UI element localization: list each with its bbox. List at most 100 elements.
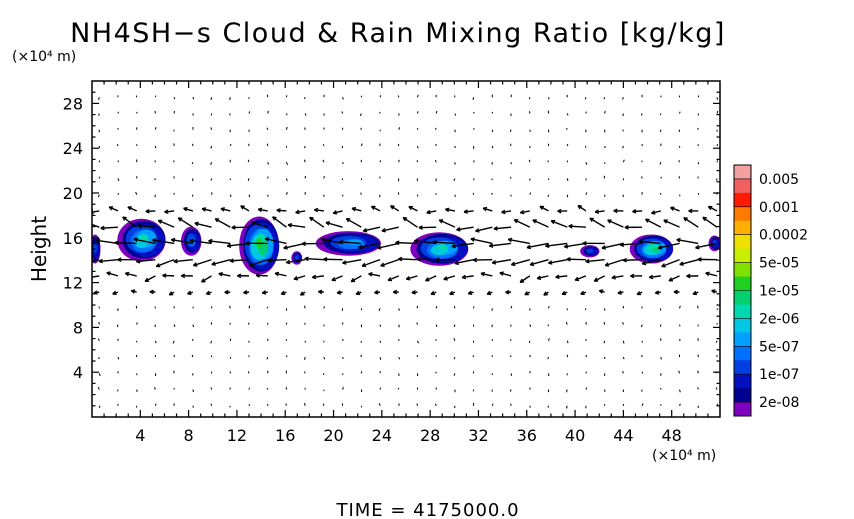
wind-vector bbox=[145, 208, 156, 214]
wind-vector bbox=[532, 219, 549, 228]
wind-vector bbox=[331, 275, 343, 282]
wind-vector bbox=[117, 160, 119, 163]
wind-vector bbox=[152, 238, 175, 245]
wind-vector bbox=[547, 160, 549, 163]
wind-vector bbox=[172, 340, 175, 344]
wind-vector bbox=[601, 242, 624, 250]
x-tick-label: 44 bbox=[613, 426, 633, 445]
wind-vector bbox=[229, 143, 232, 147]
wind-vector bbox=[149, 289, 156, 295]
wind-vector bbox=[98, 356, 100, 360]
wind-vector bbox=[229, 113, 231, 116]
wind-vector bbox=[416, 145, 419, 149]
wind-vector bbox=[416, 322, 418, 325]
wind-vector bbox=[304, 113, 307, 116]
wind-vector bbox=[509, 129, 512, 132]
axis-ticks bbox=[92, 81, 720, 417]
wind-vector bbox=[192, 258, 212, 267]
wind-vector bbox=[267, 162, 269, 165]
wind-vector bbox=[280, 290, 287, 296]
wind-vector bbox=[430, 290, 437, 296]
wind-vector bbox=[425, 275, 437, 282]
wind-vector bbox=[226, 242, 250, 248]
wind-vector bbox=[630, 273, 643, 279]
wind-vector bbox=[218, 271, 231, 277]
colorbar-label: 2e-06 bbox=[759, 311, 799, 327]
wind-vector bbox=[92, 258, 100, 263]
wind-vector bbox=[317, 289, 324, 295]
wind-vector bbox=[688, 208, 699, 214]
wind-vector bbox=[493, 226, 512, 231]
wind-vector bbox=[189, 238, 212, 245]
wind-vector bbox=[380, 258, 399, 267]
wind-vector bbox=[645, 218, 662, 228]
cloud-8 bbox=[580, 245, 600, 258]
x-tick-label: 32 bbox=[468, 426, 488, 445]
colorbar-swatch bbox=[734, 388, 751, 403]
wind-vector bbox=[98, 97, 100, 101]
wind-vector bbox=[574, 275, 587, 282]
wind-vector bbox=[603, 97, 606, 100]
wind-vector bbox=[136, 258, 156, 264]
wind-vector bbox=[598, 289, 605, 294]
wind-vector bbox=[257, 207, 268, 213]
wind-vector bbox=[432, 239, 455, 245]
wind-vector bbox=[716, 160, 719, 163]
wind-vector bbox=[622, 340, 625, 344]
wind-vector bbox=[463, 209, 474, 214]
wind-vector bbox=[137, 223, 156, 229]
wind-vector bbox=[603, 340, 606, 344]
wind-vector bbox=[379, 324, 382, 327]
wind-vector bbox=[702, 216, 718, 228]
wind-vector bbox=[112, 290, 119, 296]
wind-vector bbox=[108, 206, 119, 212]
colorbar-swatch bbox=[734, 165, 751, 180]
wind-vector bbox=[582, 240, 605, 246]
wind-vector bbox=[641, 403, 644, 406]
wind-vector bbox=[229, 194, 232, 198]
wind-vector bbox=[510, 305, 513, 309]
wind-vector bbox=[678, 160, 681, 163]
wind-vector bbox=[641, 371, 644, 374]
wind-vector bbox=[585, 258, 605, 264]
wind-vector bbox=[398, 356, 401, 360]
wind-vector bbox=[361, 258, 381, 268]
wind-vector bbox=[408, 205, 418, 212]
wind-vector bbox=[416, 257, 437, 262]
wind-vector bbox=[293, 275, 306, 281]
wind-vector bbox=[342, 338, 344, 342]
wind-vector bbox=[304, 356, 306, 360]
wind-vector bbox=[95, 238, 119, 245]
wind-vector bbox=[473, 127, 475, 130]
wind-vector bbox=[622, 356, 625, 360]
wind-vector bbox=[155, 258, 175, 268]
wind-vector bbox=[589, 217, 606, 228]
colorbar-swatch bbox=[734, 318, 751, 333]
cloud-5 bbox=[291, 251, 303, 265]
colorbar-swatch bbox=[734, 220, 751, 236]
wind-vector bbox=[97, 194, 100, 198]
wind-vector bbox=[461, 274, 474, 280]
wind-vector bbox=[323, 256, 343, 262]
wind-vector bbox=[378, 308, 381, 312]
wind-vector bbox=[248, 111, 251, 114]
wind-vector bbox=[435, 324, 438, 328]
wind-vector bbox=[304, 127, 306, 130]
cloud-7 bbox=[410, 232, 469, 266]
wind-vector bbox=[177, 217, 194, 228]
wind-vector bbox=[224, 289, 231, 295]
y-tick-label: 12 bbox=[63, 274, 83, 293]
wind-vector bbox=[636, 290, 643, 296]
wind-vector bbox=[194, 221, 212, 228]
wind-vector bbox=[679, 403, 681, 406]
wind-vector bbox=[229, 405, 231, 408]
wind-vector bbox=[453, 373, 456, 376]
x-tick-label: 48 bbox=[662, 426, 682, 445]
wind-vector bbox=[267, 110, 269, 114]
wind-vector bbox=[454, 113, 457, 116]
wind-vector bbox=[92, 223, 100, 228]
colorbar bbox=[733, 164, 752, 417]
wind-vector bbox=[435, 257, 455, 263]
wind-vector bbox=[585, 192, 588, 195]
wind-vector bbox=[529, 192, 532, 195]
